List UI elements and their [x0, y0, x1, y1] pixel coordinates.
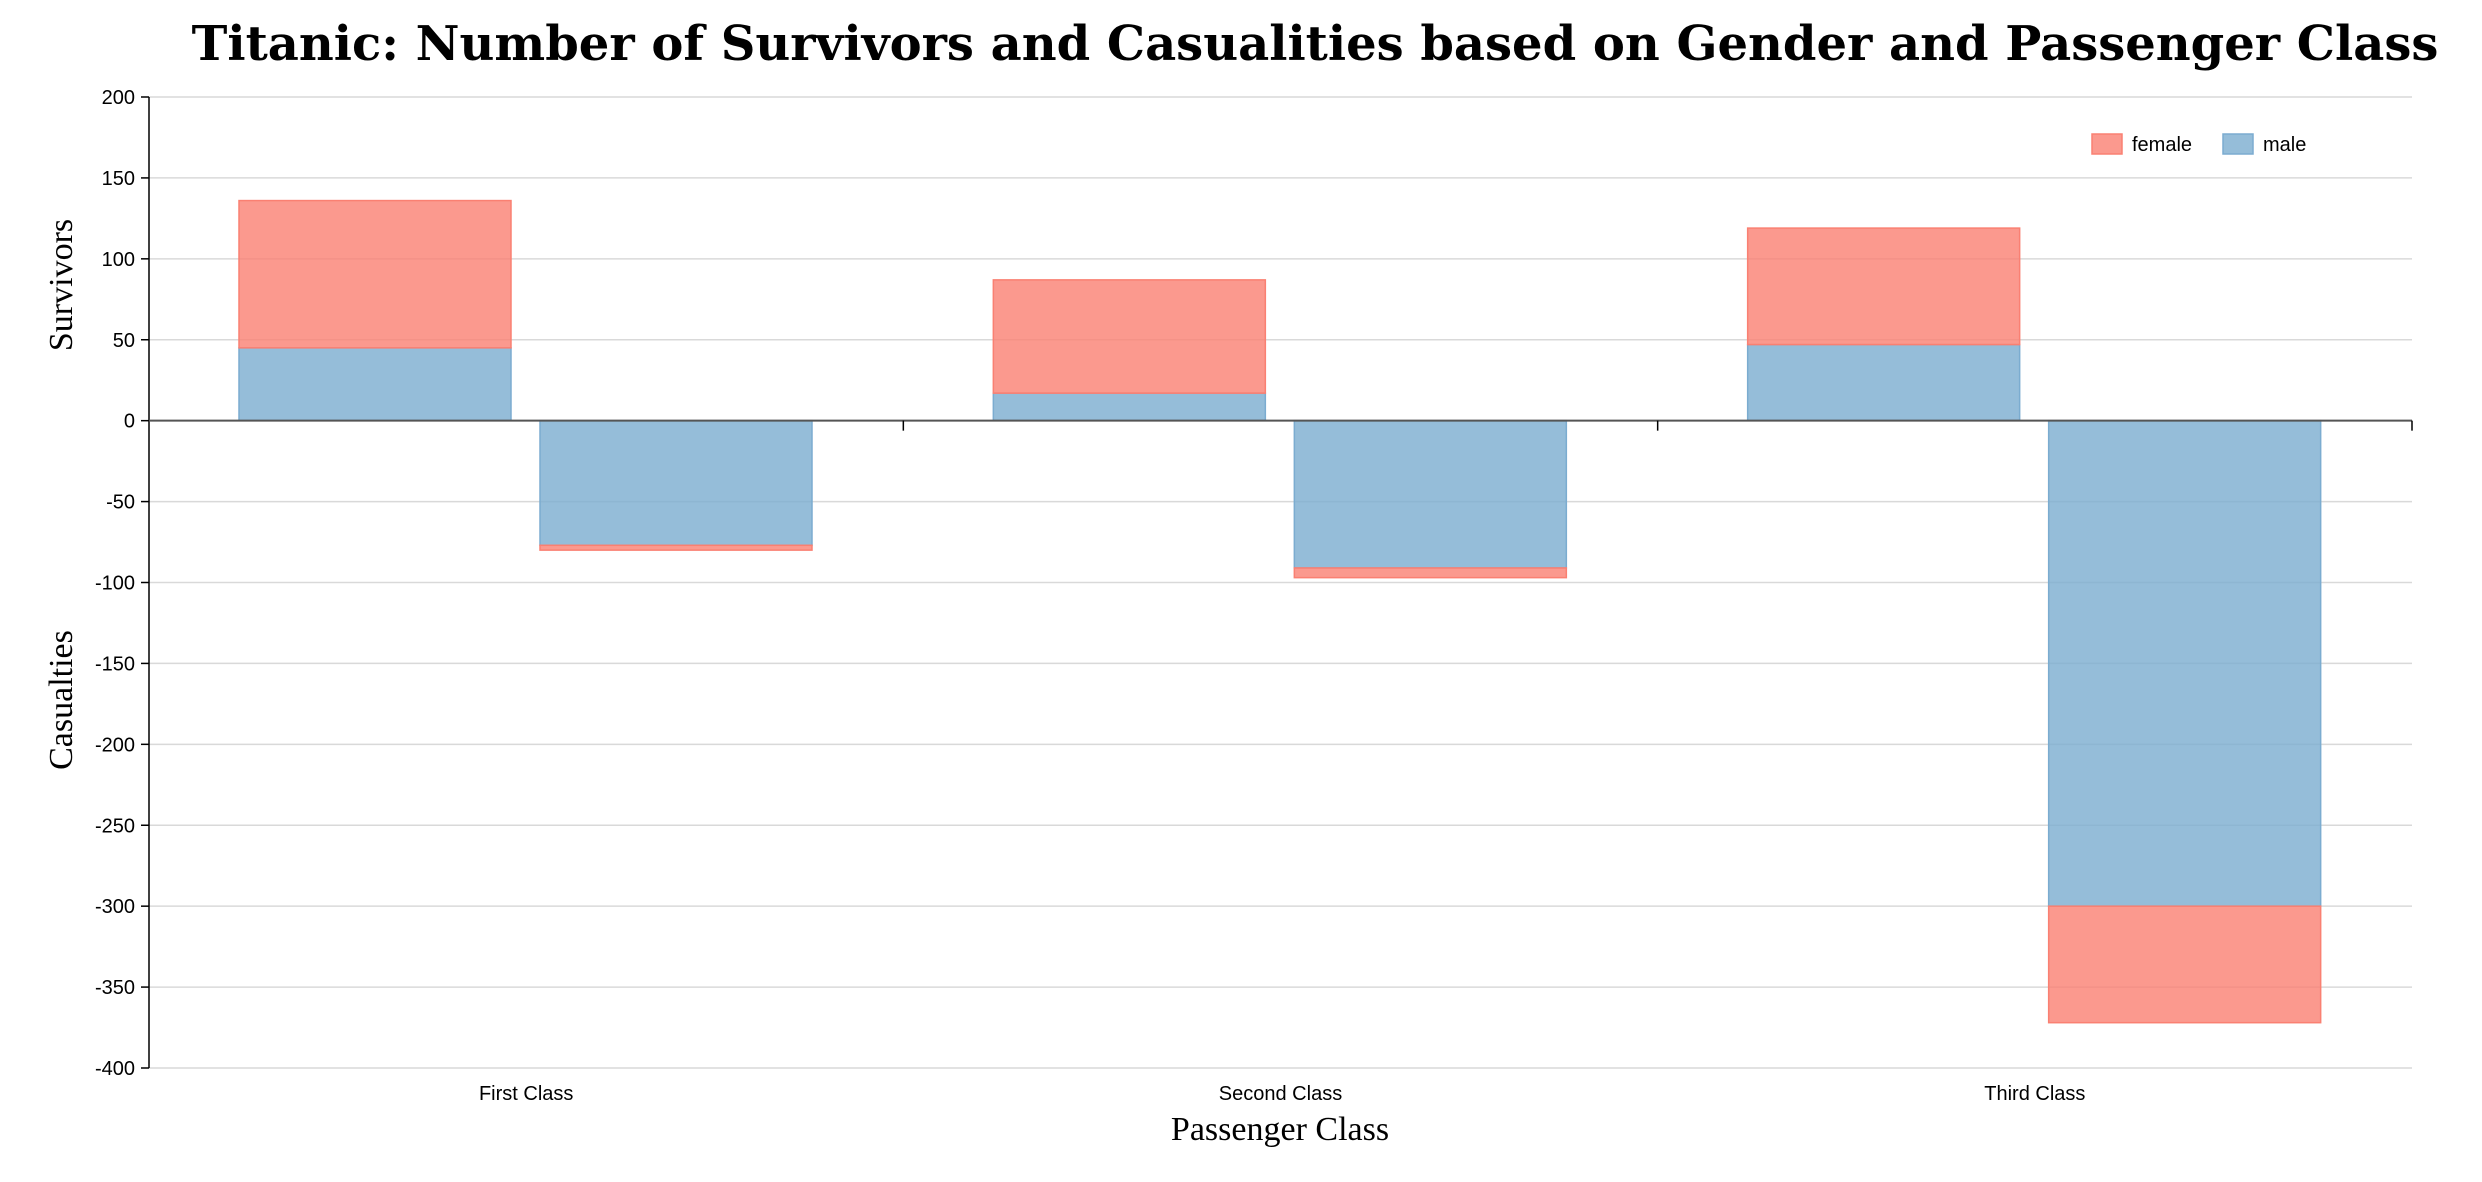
y-axis-title-survivors: Survivors	[43, 219, 80, 351]
bar-survivors-female[interactable]	[1746, 227, 2021, 346]
y-tick-label: -100	[95, 573, 135, 595]
legend: female male	[2091, 133, 2306, 156]
bar-casualties-female[interactable]	[1293, 567, 1568, 579]
legend-label-male: male	[2263, 134, 2306, 156]
bar-casualties-male[interactable]	[2047, 419, 2322, 907]
bar-survivors-female[interactable]	[238, 199, 512, 349]
axes: 200 150 100 50 0 -50 -100 -150 -200 -250 -300 -350 -…	[95, 87, 2413, 1105]
bar-casualties-female[interactable]	[2047, 905, 2322, 1024]
legend-swatch-female	[2091, 133, 2123, 155]
y-tick-label: -300	[95, 896, 135, 918]
x-tick-label: First Class	[479, 1083, 573, 1105]
bar-survivors-male[interactable]	[1746, 343, 2021, 422]
bar-survivors-female[interactable]	[992, 279, 1267, 394]
x-axis-title: Passenger Class	[1171, 1111, 1389, 1148]
y-tick-label: -250	[95, 815, 135, 837]
y-tick-label: 100	[102, 249, 135, 271]
y-tick-label: 50	[113, 330, 135, 352]
legend-label-female: female	[2132, 134, 2192, 156]
bar-casualties-male[interactable]	[1293, 419, 1568, 569]
y-tick-label: -350	[95, 977, 135, 999]
y-tick-label: 200	[102, 87, 135, 109]
bars	[238, 199, 2322, 1024]
y-tick-label: -200	[95, 734, 135, 756]
y-axis-title-casualties: Casualties	[43, 630, 80, 770]
legend-swatch-male	[2222, 133, 2254, 155]
bar-survivors-male[interactable]	[992, 392, 1267, 422]
y-tick-label: -150	[95, 653, 135, 675]
bar-casualties-male[interactable]	[539, 419, 813, 547]
y-tick-label: -50	[106, 492, 135, 514]
y-tick-label: 0	[124, 411, 135, 433]
chart-title: Titanic: Number of Survivors and Casuali…	[192, 16, 2439, 72]
x-tick-label: Third Class	[1984, 1083, 2085, 1105]
x-tick-label: Second Class	[1219, 1083, 1342, 1105]
y-tick-label: 150	[102, 168, 135, 190]
bar-casualties-female[interactable]	[539, 544, 813, 551]
y-tick-label: -400	[95, 1058, 135, 1080]
bar-survivors-male[interactable]	[238, 347, 512, 422]
